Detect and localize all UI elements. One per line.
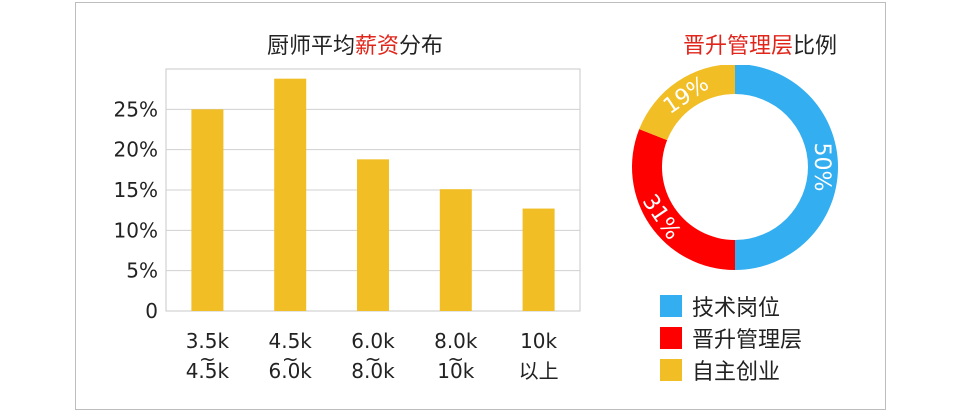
x-tick-label: 8.0k — [351, 359, 395, 383]
x-tick-label: 以上 — [519, 359, 559, 383]
y-tick-label: 5% — [126, 259, 158, 283]
x-tick-label: 8.0k — [434, 329, 478, 353]
bar — [274, 78, 307, 312]
bar-chart-title: 厨师平均薪资分布 — [266, 34, 444, 59]
donut-slice — [735, 65, 838, 270]
x-tick-label: 6.0k — [269, 359, 313, 383]
y-tick-label: 15% — [114, 178, 158, 202]
donut-legend: 技术岗位 晋升管理层 自主创业 — [660, 290, 802, 386]
legend-item-startup: 自主创业 — [660, 354, 802, 386]
x-tick-label: 4.5k — [186, 359, 230, 383]
bar — [439, 189, 472, 311]
y-tick-label: 20% — [114, 138, 158, 162]
x-tick-label: 3.5k — [186, 329, 230, 353]
x-tick-tilde: ~ — [447, 347, 464, 371]
legend-label: 技术岗位 — [692, 296, 781, 321]
donut-slice — [639, 65, 735, 141]
y-tick-label: 10% — [114, 218, 158, 242]
legend-label: 晋升管理层 — [692, 328, 803, 353]
bar — [357, 159, 389, 311]
bar — [191, 109, 224, 311]
x-tick-label: 4.5k — [269, 329, 313, 353]
donut-slice — [632, 129, 735, 270]
x-tick-label: 6.0k — [351, 329, 395, 353]
legend-swatch-yellow — [660, 359, 682, 381]
y-tick-label: 0 — [145, 299, 158, 323]
legend-swatch-red — [660, 327, 682, 349]
donut-slice-label: 50% — [809, 143, 834, 192]
bar — [522, 208, 555, 311]
donut-chart-title: 晋升管理层比例 — [682, 34, 838, 59]
donut-chart: 50%31%19% — [632, 65, 838, 270]
x-tick-label: 10k — [437, 359, 474, 383]
legend-swatch-blue — [660, 295, 682, 317]
y-tick-label: 25% — [114, 97, 158, 121]
legend-item-tech: 技术岗位 — [660, 290, 802, 322]
x-tick-label: 10k — [520, 329, 557, 353]
x-tick-tilde: ~ — [365, 347, 382, 371]
legend-item-management: 晋升管理层 — [660, 322, 802, 354]
x-tick-tilde: ~ — [282, 347, 299, 371]
x-tick-tilde: ~ — [199, 347, 216, 371]
legend-label: 自主创业 — [692, 360, 781, 385]
